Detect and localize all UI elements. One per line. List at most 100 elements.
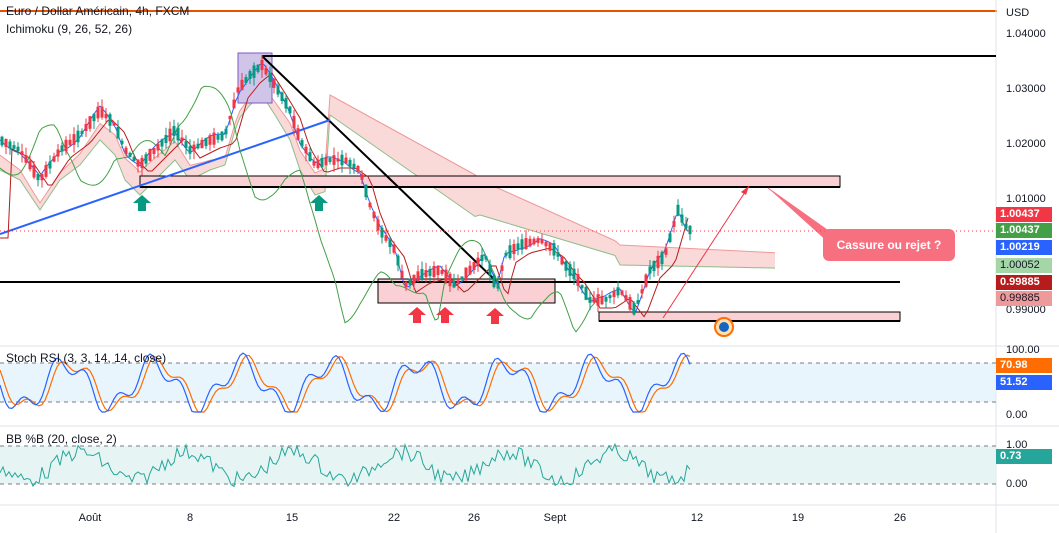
candle-body	[532, 238, 536, 245]
candle-body	[140, 157, 144, 169]
candle-body	[648, 266, 652, 274]
date-tick: Sept	[543, 512, 567, 524]
candle-body	[584, 286, 588, 300]
projection-arrow	[662, 185, 750, 319]
candle-body	[544, 241, 548, 247]
symbol-title[interactable]: Euro / Dollar Américain, 4h, FXCM	[6, 4, 190, 18]
stoch-k-tag: 70.98	[996, 358, 1052, 373]
candle-body	[324, 157, 328, 166]
candle-body	[172, 125, 176, 137]
candle-body	[188, 146, 192, 154]
annotation-callout[interactable]: Cassure ou rejet ?	[823, 229, 955, 261]
currency-label[interactable]: USD	[1006, 7, 1030, 19]
candle-body	[24, 155, 28, 163]
candle-body	[444, 269, 448, 283]
candle-body	[448, 273, 452, 287]
candle-body	[552, 243, 556, 256]
price-tag-tenkan: 1.00219	[996, 240, 1052, 255]
candle-body	[488, 264, 492, 275]
candle-body	[640, 289, 644, 294]
ichimoku-label[interactable]: Ichimoku (9, 26, 52, 26)	[6, 22, 133, 36]
candle-body	[144, 154, 148, 164]
bb-percent-b-line	[0, 442, 691, 488]
candle-body	[528, 238, 532, 247]
candle-body	[228, 116, 232, 120]
bb-label[interactable]: BB %B (20, close, 2)	[6, 432, 117, 446]
candle-body	[600, 295, 604, 305]
candle-body	[232, 99, 236, 109]
candle-body	[28, 160, 32, 170]
candle-body	[244, 77, 248, 83]
bb-value-tag: 0.73	[996, 449, 1052, 464]
date-tick: 26	[467, 512, 481, 524]
candle-body	[564, 261, 568, 271]
candle-body	[196, 143, 200, 149]
candle-body	[428, 268, 432, 277]
price-tick: 1.03000	[1006, 83, 1046, 95]
candle-body	[496, 282, 500, 289]
candles	[0, 55, 692, 316]
stoch-band-fill	[0, 363, 996, 402]
candle-body	[296, 128, 300, 140]
candle-body	[108, 114, 112, 126]
candle-body	[468, 265, 472, 275]
candle-body	[128, 152, 132, 158]
candle-body	[492, 275, 496, 288]
date-tick: 12	[690, 512, 704, 524]
stoch-label[interactable]: Stoch RSI (3, 3, 14, 14, close)	[6, 351, 167, 365]
candle-body	[608, 295, 612, 299]
candle-body	[304, 146, 308, 154]
candle-body	[284, 98, 288, 109]
candle-body	[408, 278, 412, 285]
date-tick: 22	[387, 512, 401, 524]
candle-body	[36, 173, 40, 181]
candle-body	[104, 113, 108, 119]
candle-body	[124, 147, 128, 155]
candle-body	[668, 233, 672, 243]
candle-body	[224, 128, 228, 135]
candle-body	[200, 139, 204, 149]
candle-body	[396, 255, 400, 266]
signal-arrows	[133, 195, 504, 324]
candle-body	[364, 184, 368, 198]
price-tick: 1.04000	[1006, 28, 1046, 40]
candle-body	[388, 239, 392, 247]
candle-body	[248, 71, 252, 79]
candle-body	[148, 149, 152, 161]
candle-body	[572, 268, 576, 280]
price-tick: 1.02000	[1006, 138, 1046, 150]
candle-body	[76, 130, 80, 143]
candle-body	[652, 261, 656, 271]
candle-body	[308, 152, 312, 162]
bb-tick: 0.00	[1006, 478, 1028, 490]
candle-body	[504, 252, 508, 256]
candle-body	[64, 139, 68, 152]
up-arrow-icon	[133, 195, 151, 211]
candle-body	[424, 270, 428, 277]
candle-body	[16, 146, 20, 152]
candle-body	[184, 141, 188, 149]
candle-body	[548, 242, 552, 251]
candle-body	[208, 135, 212, 145]
candle-body	[680, 214, 684, 223]
candle-body	[288, 106, 292, 114]
candle-body	[180, 137, 184, 142]
candle-body	[32, 164, 36, 178]
candle-body	[0, 136, 4, 146]
candle-body	[684, 223, 688, 229]
stoch-rsi-lines	[0, 352, 691, 413]
candle-body	[400, 270, 404, 279]
candle-body	[392, 244, 396, 253]
candle-body	[216, 134, 220, 140]
candle-body	[484, 256, 488, 260]
candle-body	[604, 297, 608, 302]
stoch-d-line	[0, 354, 691, 413]
candle-body	[356, 165, 360, 172]
candle-body	[328, 158, 332, 162]
candle-body	[56, 149, 60, 157]
up-arrow-icon	[486, 308, 504, 324]
candle-body	[260, 59, 264, 71]
senkou-span-b	[0, 96, 776, 269]
resistance-zone	[139, 175, 841, 188]
